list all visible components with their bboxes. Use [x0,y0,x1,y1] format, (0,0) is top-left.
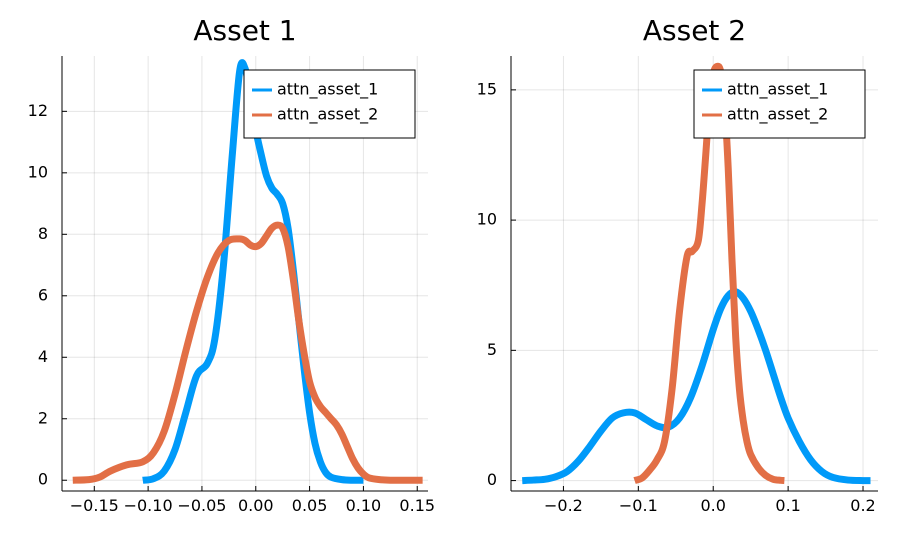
legend: attn_asset_1 attn_asset_2 [243,69,416,139]
legend-box [693,69,866,139]
series-line-attn-asset-2 [633,62,785,485]
series-line-attn-asset-1 [522,288,871,485]
x-tick-label: 0.10 [346,496,382,515]
series-group [72,59,423,484]
panel-2: Asset 2 −0.2 −0.1 0.0 0.1 0.2 0 5 10 15 attn_asset… [477,14,878,515]
legend-label: attn_asset_1 [727,80,828,100]
x-tick-label: 0.1 [775,496,800,515]
x-tick-label: −0.2 [544,496,583,515]
y-tick-label: 15 [477,79,497,98]
x-tick-label: 0.2 [850,496,875,515]
y-tick-label: 5 [487,340,497,359]
x-tick-label: 0.15 [399,496,435,515]
panel-1: Asset 1 −0.15 −0.10 −0.05 0.00 0.05 0.10 0.15 0 2… [28,14,435,515]
y-tick-label: 0 [487,470,497,489]
x-tick-label: −0.1 [619,496,658,515]
series-line-attn-asset-2 [72,221,423,484]
chart-title: Asset 2 [643,14,746,47]
y-tick-label: 8 [38,224,48,243]
legend-box [243,69,416,139]
series-group [522,62,871,485]
legend-label: attn_asset_2 [277,105,378,125]
y-tick-label: 6 [38,285,48,304]
x-tick-label: 0.05 [292,496,328,515]
legend: attn_asset_1 attn_asset_2 [693,69,866,139]
y-tick-label: 2 [38,408,48,427]
x-tick-label: 0.0 [700,496,725,515]
y-tick-label: 10 [477,210,497,229]
x-tick-label: −0.10 [124,496,173,515]
x-tick-label: −0.05 [177,496,226,515]
y-tick-label: 10 [28,162,48,181]
y-tick-label: 0 [38,470,48,489]
x-tick-label: −0.15 [70,496,119,515]
x-tick-label: 0.00 [238,496,274,515]
y-tick-label: 4 [38,347,48,366]
legend-label: attn_asset_1 [277,80,378,100]
chart-title: Asset 1 [193,14,296,47]
legend-label: attn_asset_2 [727,105,828,125]
y-tick-label: 12 [28,101,48,120]
series-line-attn-asset-1 [142,59,364,484]
